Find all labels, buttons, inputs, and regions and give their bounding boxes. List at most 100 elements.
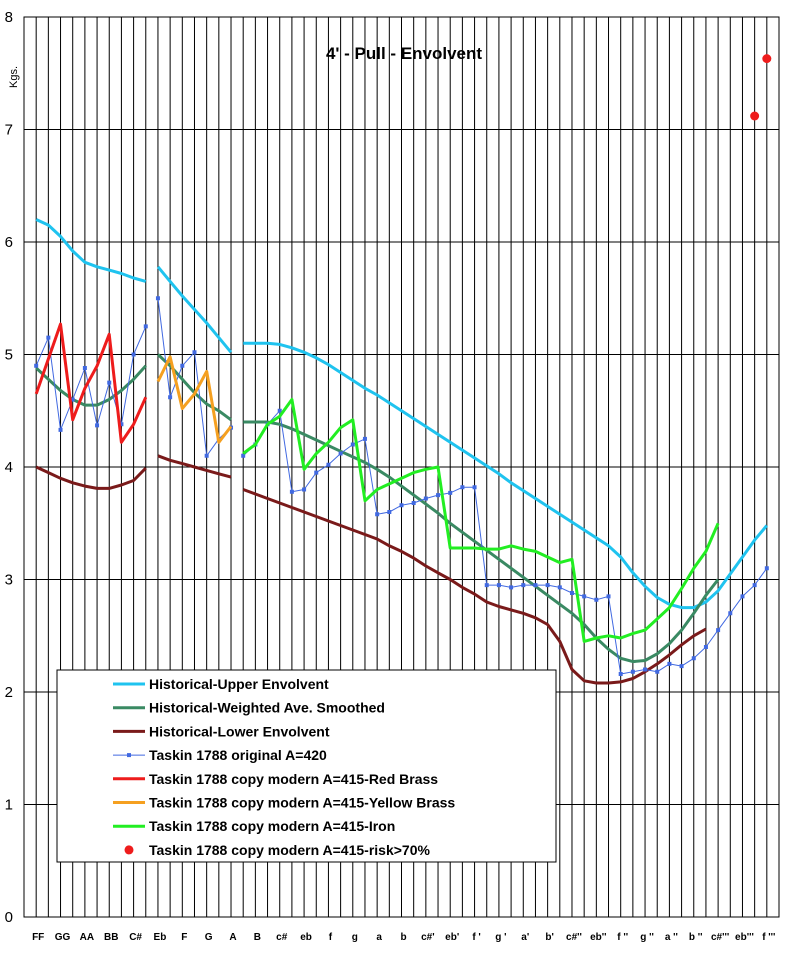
y-tick-label: 6 [5, 234, 13, 251]
legend: Historical-Upper Envolvent Historical-Wei… [56, 669, 557, 863]
data-point-marker [82, 366, 87, 370]
data-point-marker [399, 503, 404, 508]
data-point-marker [460, 485, 465, 490]
x-tick-label: eb [300, 932, 312, 943]
data-point-marker [764, 566, 769, 571]
x-tick-label: c#''' [711, 932, 729, 943]
x-tick-label: b' [545, 932, 554, 943]
data-point-marker [569, 591, 574, 595]
legend-box [56, 669, 557, 863]
legend-swatch [113, 753, 145, 758]
data-point-marker [168, 395, 173, 400]
x-tick-label: AA [80, 932, 94, 943]
x-tick-label: b [400, 932, 406, 943]
legend-label: Historical-Upper Envolvent [149, 676, 329, 692]
x-tick-label: c# [276, 932, 288, 943]
data-point-marker [326, 462, 331, 467]
x-tick-label: FF [32, 932, 44, 943]
legend-swatch [124, 845, 134, 855]
series-5 [34, 322, 148, 444]
data-point-marker [582, 594, 587, 599]
x-tick-label: f ''' [762, 932, 775, 943]
data-point-marker [545, 583, 550, 588]
y-tick-label: 8 [5, 9, 13, 26]
data-point-marker [740, 594, 745, 599]
legend-label: Taskin 1788 copy modern A=415-Yellow Bra… [149, 795, 455, 811]
data-point-marker [606, 594, 611, 599]
x-tick-label: f ' [472, 932, 481, 943]
series-line [34, 322, 148, 444]
data-point-marker [119, 422, 124, 427]
data-point-marker [338, 451, 343, 456]
y-tick-label: 0 [5, 909, 13, 926]
x-tick-label: f '' [617, 932, 628, 943]
x-tick-label: G [205, 932, 213, 943]
x-tick-label: a' [521, 932, 529, 943]
x-tick-label: C# [129, 932, 142, 943]
data-point-marker [192, 350, 197, 355]
y-axis-unit-label: Kgs. [8, 66, 20, 88]
data-point-marker [34, 363, 39, 368]
data-point-marker [387, 510, 392, 514]
series-line [156, 355, 233, 444]
data-point-marker [643, 667, 648, 672]
data-point-marker [533, 583, 538, 588]
data-point-marker [436, 493, 441, 498]
data-point-marker [496, 583, 501, 588]
y-tick-label: 5 [5, 347, 13, 364]
data-point-marker [314, 470, 319, 475]
x-tick-label: b '' [689, 932, 703, 943]
data-point-marker [131, 352, 136, 357]
data-point-marker [375, 512, 380, 517]
data-point-marker [180, 363, 185, 368]
legend-label: Taskin 1788 copy modern A=415-Red Brass [149, 771, 438, 787]
data-point-marker [411, 501, 416, 505]
series-6 [156, 355, 233, 444]
x-tick-label: c#' [421, 932, 435, 943]
data-point-marker [302, 487, 307, 492]
legend-dot-marker [124, 845, 134, 855]
x-tick-label: eb''' [735, 932, 754, 943]
x-tick-label: F [181, 932, 187, 943]
legend-label: Historical-Weighted Ave. Smoothed [149, 700, 385, 716]
data-point-marker [509, 585, 514, 590]
data-point-marker [484, 583, 489, 588]
chart-title: 4' - Pull - Envolvent [326, 44, 482, 63]
y-tick-label: 7 [5, 122, 13, 139]
data-point-marker [423, 496, 428, 501]
x-tick-label: B [254, 932, 261, 943]
data-point-marker [679, 664, 684, 669]
legend-label: Taskin 1788 copy modern A=415-risk>70% [149, 842, 430, 858]
legend-label: Taskin 1788 original A=420 [149, 747, 327, 763]
data-point-marker [630, 669, 635, 674]
data-point-marker [521, 583, 526, 588]
x-tick-label: BB [104, 932, 118, 943]
series-layer [34, 54, 772, 685]
series-7 [242, 398, 720, 643]
data-point-marker [448, 490, 453, 495]
x-tick-label: f [329, 932, 333, 943]
data-point-marker [46, 335, 51, 340]
data-point-marker [95, 423, 100, 428]
y-tick-label: 1 [5, 797, 13, 814]
data-point-marker [472, 485, 477, 490]
x-tick-label: g '' [640, 932, 654, 943]
data-point-dot [750, 111, 760, 121]
data-point-marker [70, 397, 75, 402]
data-point-marker [155, 296, 160, 301]
legend-square-marker [127, 753, 131, 758]
data-point-marker [752, 583, 757, 588]
data-point-marker [277, 408, 282, 413]
data-point-dot [762, 54, 772, 64]
data-point-marker [667, 661, 672, 666]
x-tick-label: c#'' [566, 932, 582, 943]
data-point-marker [703, 645, 708, 649]
x-tick-label: a [376, 932, 382, 943]
y-tick-label: 2 [5, 684, 13, 701]
x-tick-label: a '' [665, 932, 678, 943]
series-8 [750, 54, 772, 121]
data-point-marker [241, 453, 246, 458]
